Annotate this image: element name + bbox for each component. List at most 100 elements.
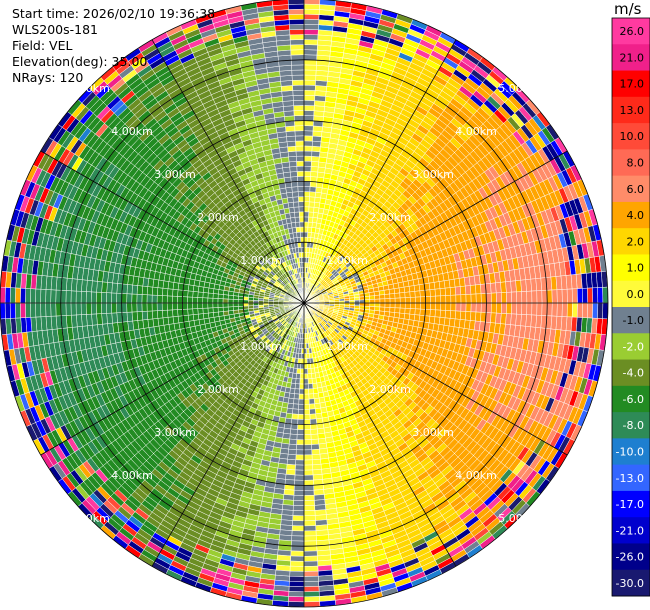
velocity-cell — [582, 302, 588, 319]
velocity-cell — [292, 520, 305, 527]
velocity-cell — [308, 398, 315, 405]
velocity-cell — [440, 295, 447, 304]
velocity-cell — [576, 288, 583, 304]
velocity-cell — [434, 288, 441, 297]
velocity-cell — [399, 307, 406, 314]
velocity-cell — [288, 581, 305, 587]
velocity-cell — [364, 302, 371, 307]
velocity-cell — [516, 291, 523, 304]
velocity-cell — [379, 294, 386, 300]
velocity-cell — [303, 510, 316, 517]
velocity-cell — [293, 500, 305, 506]
velocity-cell — [308, 216, 314, 223]
velocity-cell — [303, 555, 318, 562]
velocity-cell — [303, 520, 316, 527]
velocity-cell — [389, 307, 396, 313]
velocity-cell — [303, 414, 311, 420]
velocity-cell — [420, 296, 426, 304]
velocity-cell — [295, 378, 301, 385]
velocity-cell — [526, 290, 533, 304]
velocity-cell — [292, 403, 299, 410]
velocity-cell — [288, 443, 297, 450]
velocity-cell — [303, 49, 318, 56]
velocity-cell — [459, 310, 467, 321]
velocity-cell — [551, 289, 558, 304]
velocity-cell — [292, 408, 299, 415]
velocity-cell — [303, 120, 314, 127]
velocity-cell — [419, 308, 426, 316]
velocity-cell — [295, 464, 305, 471]
velocity-cell — [384, 293, 391, 299]
velocity-cell — [295, 454, 305, 461]
velocity-cell — [592, 302, 599, 319]
velocity-cell — [294, 479, 305, 486]
velocity-cell — [307, 373, 313, 380]
velocity-cell — [303, 560, 319, 567]
velocity-cell — [293, 495, 305, 501]
velocity-cell — [440, 302, 447, 311]
velocity-cell — [587, 302, 594, 319]
velocity-cell — [303, 221, 309, 228]
velocity-cell — [383, 289, 390, 295]
velocity-cell — [475, 302, 482, 313]
velocity-cell — [293, 489, 305, 496]
velocity-cell — [312, 382, 318, 389]
velocity-cell — [506, 302, 512, 315]
velocity-cell — [430, 295, 436, 304]
velocity-cell — [303, 358, 308, 365]
velocity-cell — [536, 290, 543, 304]
velocity-cell — [292, 510, 305, 517]
velocity-cell — [445, 295, 452, 304]
velocity-cell — [298, 398, 305, 405]
velocity-cell — [303, 191, 311, 197]
velocity-cell — [566, 288, 573, 304]
velocity-cell — [303, 206, 310, 213]
velocity-cell — [290, 555, 305, 562]
velocity-cell — [403, 286, 411, 293]
velocity-cell — [571, 302, 578, 318]
velocity-cell — [470, 302, 477, 313]
velocity-cell — [291, 530, 305, 537]
velocity-cell — [312, 135, 322, 142]
velocity-cell — [286, 464, 296, 471]
velocity-cell — [546, 289, 553, 304]
velocity-cell — [288, 591, 305, 598]
velocity-cell — [303, 84, 316, 91]
velocity-cell — [312, 130, 323, 137]
velocity-cell — [303, 530, 317, 537]
velocity-cell — [307, 368, 312, 375]
velocity-cell — [409, 291, 416, 298]
velocity-cell — [419, 290, 426, 298]
velocity-cell — [303, 216, 309, 223]
velocity-cell — [410, 302, 416, 310]
velocity-cell — [511, 302, 518, 315]
velocity-cell — [309, 413, 317, 420]
velocity-cell — [291, 540, 305, 547]
velocity-cell — [308, 383, 314, 390]
velocity-cell — [296, 444, 305, 451]
velocity-cell — [288, 438, 298, 445]
velocity-cell — [465, 285, 472, 295]
velocity-cell — [398, 286, 406, 294]
velocity-cell — [303, 353, 308, 359]
velocity-cell — [285, 469, 296, 476]
velocity-cell — [311, 377, 317, 384]
velocity-cell — [303, 145, 313, 152]
velocity-cell — [311, 448, 321, 456]
velocity-cell — [303, 434, 312, 441]
velocity-cell — [303, 171, 312, 177]
velocity-cell — [455, 302, 462, 312]
velocity-cell — [541, 290, 548, 304]
velocity-cell — [308, 206, 315, 213]
velocity-cell — [303, 393, 310, 400]
velocity-cell — [592, 287, 599, 304]
velocity-cell — [403, 313, 411, 320]
velocity-cell — [450, 294, 457, 304]
velocity-cell — [311, 145, 321, 153]
velocity-cell — [394, 307, 401, 314]
velocity-cell — [311, 453, 321, 461]
velocity-cell — [364, 299, 371, 304]
velocity-cell — [303, 226, 309, 233]
velocity-cell — [501, 292, 507, 304]
